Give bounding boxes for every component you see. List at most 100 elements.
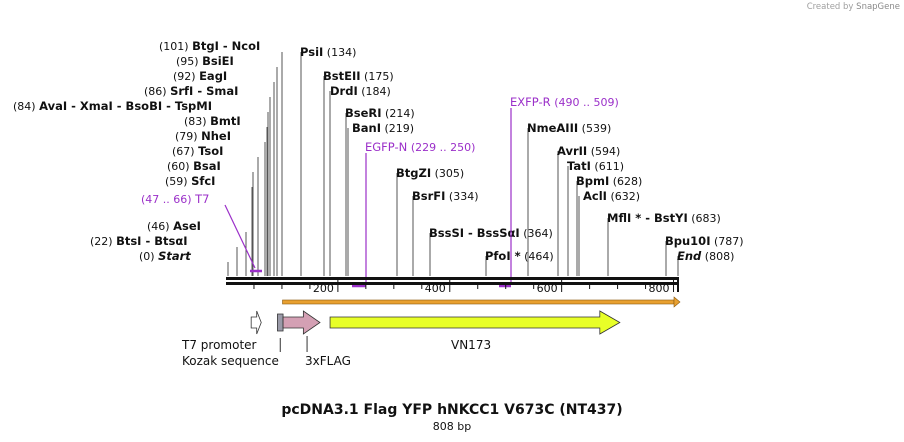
site-btsi-bts-i-name: BtsI - BtsαI (116, 234, 187, 248)
orf-arrow-body[interactable] (282, 299, 675, 305)
ruler-tick-label-200: 200 (313, 282, 334, 295)
site-btgi-ncoi-position: (101) (159, 40, 192, 53)
site-sfci-label[interactable]: (59) SfcI (165, 174, 215, 188)
snapgene-credit: Created by SnapGene (807, 2, 900, 12)
site-bmti-label[interactable]: (83) BmtI (184, 114, 241, 128)
site-pfoi-position: (464) (521, 250, 554, 263)
site-asei-position: (46) (147, 220, 173, 233)
site-bsteii-name: BstEII (323, 69, 361, 83)
feature-vn173-shape[interactable] (329, 310, 621, 335)
site-pfoi-label[interactable]: PfoI * (464) (485, 249, 554, 263)
ruler-tick-label-400: 400 (425, 282, 446, 295)
site-drdi-label[interactable]: DrdI (184) (330, 84, 391, 98)
site-btgi-ncoi-label[interactable]: (101) BtgI - NcoI (159, 39, 260, 53)
site-btgzi-name: BtgZI (396, 166, 431, 180)
site-nmeaiii-label[interactable]: NmeAIII (539) (527, 121, 611, 135)
site-bsteii-label[interactable]: BstEII (175) (323, 69, 394, 83)
site-psii-position: (134) (323, 46, 356, 59)
primer-egfp-n-name: EGFP-N (365, 140, 411, 154)
site-bsssi-bsss-i-label[interactable]: BssSI - BssSαI (364) (429, 226, 553, 240)
site-sfci-position: (59) (165, 175, 191, 188)
site-mfli-bstyi-name: MflI * - BstYI (607, 211, 688, 225)
site-avrii-name: AvrII (557, 144, 587, 158)
site-srfi-smai-label[interactable]: (86) SrfI - SmaI (144, 84, 238, 98)
site-acli-label[interactable]: AclI (632) (583, 189, 640, 203)
primer-exfp-r-label[interactable]: EXFP-R (490 .. 509) (510, 95, 619, 109)
site-nhei-label[interactable]: (79) NheI (175, 129, 231, 143)
sequence-strand-top[interactable] (226, 277, 678, 280)
credit-prefix: Created by (806, 2, 854, 12)
site-tsoi-position: (67) (172, 145, 198, 158)
site-bpmi-label[interactable]: BpmI (628) (576, 174, 642, 188)
ruler-tick-label-800: 800 (649, 282, 670, 295)
site-bpu10i-label[interactable]: Bpu10I (787) (665, 234, 744, 248)
site-bsrfi-name: BsrFI (412, 189, 445, 203)
feature-kozak-sequence-label[interactable]: Kozak sequence (182, 354, 279, 368)
site-bmti-name: BmtI (210, 114, 241, 128)
feature-3xflag-label[interactable]: 3xFLAG (305, 354, 351, 368)
site-btgzi-label[interactable]: BtgZI (305) (396, 166, 464, 180)
site-pfoi-name: PfoI * (485, 249, 521, 263)
site-tsoi-label[interactable]: (67) TsoI (172, 144, 223, 158)
site-btsi-bts-i-position: (22) (90, 235, 116, 248)
site-tati-name: TatI (567, 159, 591, 173)
site-eagi-label[interactable]: (92) EagI (173, 69, 227, 83)
site-avai-xmai-bsobi-tspmi-label[interactable]: (84) AvaI - XmaI - BsoBI - TspMI (13, 99, 212, 113)
site-drdi-name: DrdI (330, 84, 358, 98)
primer-t7-connector (224, 204, 256, 269)
orf-arrow-head[interactable] (673, 296, 681, 308)
site-bseri-label[interactable]: BseRI (214) (345, 106, 415, 120)
site-asei-name: AseI (173, 219, 201, 233)
site-bsiei-label[interactable]: (95) BsiEI (176, 54, 234, 68)
site-bsssi-bsss-i-position: (364) (520, 227, 553, 240)
feature-3xflag-shape[interactable] (282, 310, 321, 335)
site-bsai-label[interactable]: (60) BsaI (167, 159, 221, 173)
site-bpu10i-position: (787) (710, 235, 743, 248)
site-psii-label[interactable]: PsiI (134) (300, 45, 356, 59)
feature-kozak-sequence-shape[interactable] (277, 313, 284, 332)
site-avrii-position: (594) (587, 145, 620, 158)
site-bmti-position: (83) (184, 115, 210, 128)
site-start-name: Start (158, 249, 191, 263)
primer-t7-range: (47 .. 66) (141, 193, 195, 206)
site-bsai-position: (60) (167, 160, 193, 173)
site-srfi-smai-name: SrfI - SmaI (170, 84, 238, 98)
site-end-name: End (677, 249, 702, 263)
site-bani-label[interactable]: BanI (219) (352, 121, 414, 135)
primer-egfp-n-label[interactable]: EGFP-N (229 .. 250) (365, 140, 475, 154)
primer-t7-label[interactable]: (47 .. 66) T7 (141, 192, 209, 206)
site-bsrfi-position: (334) (445, 190, 478, 203)
site-tati-label[interactable]: TatI (611) (567, 159, 624, 173)
site-mfli-bstyi-position: (683) (688, 212, 721, 225)
site-bsssi-bsss-i-name: BssSI - BssSαI (429, 226, 520, 240)
site-bpu10i-name: Bpu10I (665, 234, 710, 248)
site-avrii-label[interactable]: AvrII (594) (557, 144, 620, 158)
site-btgi-ncoi-name: BtgI - NcoI (192, 39, 260, 53)
site-btgzi-position: (305) (431, 167, 464, 180)
feature-vn173-label[interactable]: VN173 (451, 338, 491, 352)
plasmid-title: pcDNA3.1 Flag YFP hNKCC1 V673C (NT437) (281, 402, 623, 418)
site-tati-position: (611) (591, 160, 624, 173)
feature-t7-promoter-label[interactable]: T7 promoter (181, 338, 257, 352)
site-asei-label[interactable]: (46) AseI (147, 219, 201, 233)
site-bpmi-position: (628) (609, 175, 642, 188)
site-avai-xmai-bsobi-tspmi-position: (84) (13, 100, 39, 113)
site-bani-position: (219) (381, 122, 414, 135)
site-mfli-bstyi-label[interactable]: MflI * - BstYI (683) (607, 211, 721, 225)
plasmid-length: 808 bp (432, 420, 472, 433)
site-nhei-name: NheI (201, 129, 231, 143)
site-start-label[interactable]: (0) Start (139, 249, 191, 263)
primer-egfp-n-range: (229 .. 250) (411, 141, 476, 154)
site-end-position: (808) (701, 250, 734, 263)
site-bsteii-position: (175) (361, 70, 394, 83)
site-bseri-name: BseRI (345, 106, 382, 120)
site-bsrfi-label[interactable]: BsrFI (334) (412, 189, 479, 203)
site-end-label[interactable]: End (808) (677, 249, 734, 263)
site-bpmi-name: BpmI (576, 174, 609, 188)
orf-arrow[interactable] (282, 296, 681, 308)
site-btsi-bts-i-label[interactable]: (22) BtsI - BtsαI (90, 234, 188, 248)
plasmid-linear-map: (101) BtgI - NcoI(95) BsiEI(92) EagI(86)… (13, 39, 744, 368)
sequence-strand-bottom[interactable] (226, 282, 678, 285)
feature-t7-promoter-shape[interactable] (250, 310, 262, 335)
site-avai-xmai-bsobi-tspmi-name: AvaI - XmaI - BsoBI - TspMI (39, 99, 212, 113)
